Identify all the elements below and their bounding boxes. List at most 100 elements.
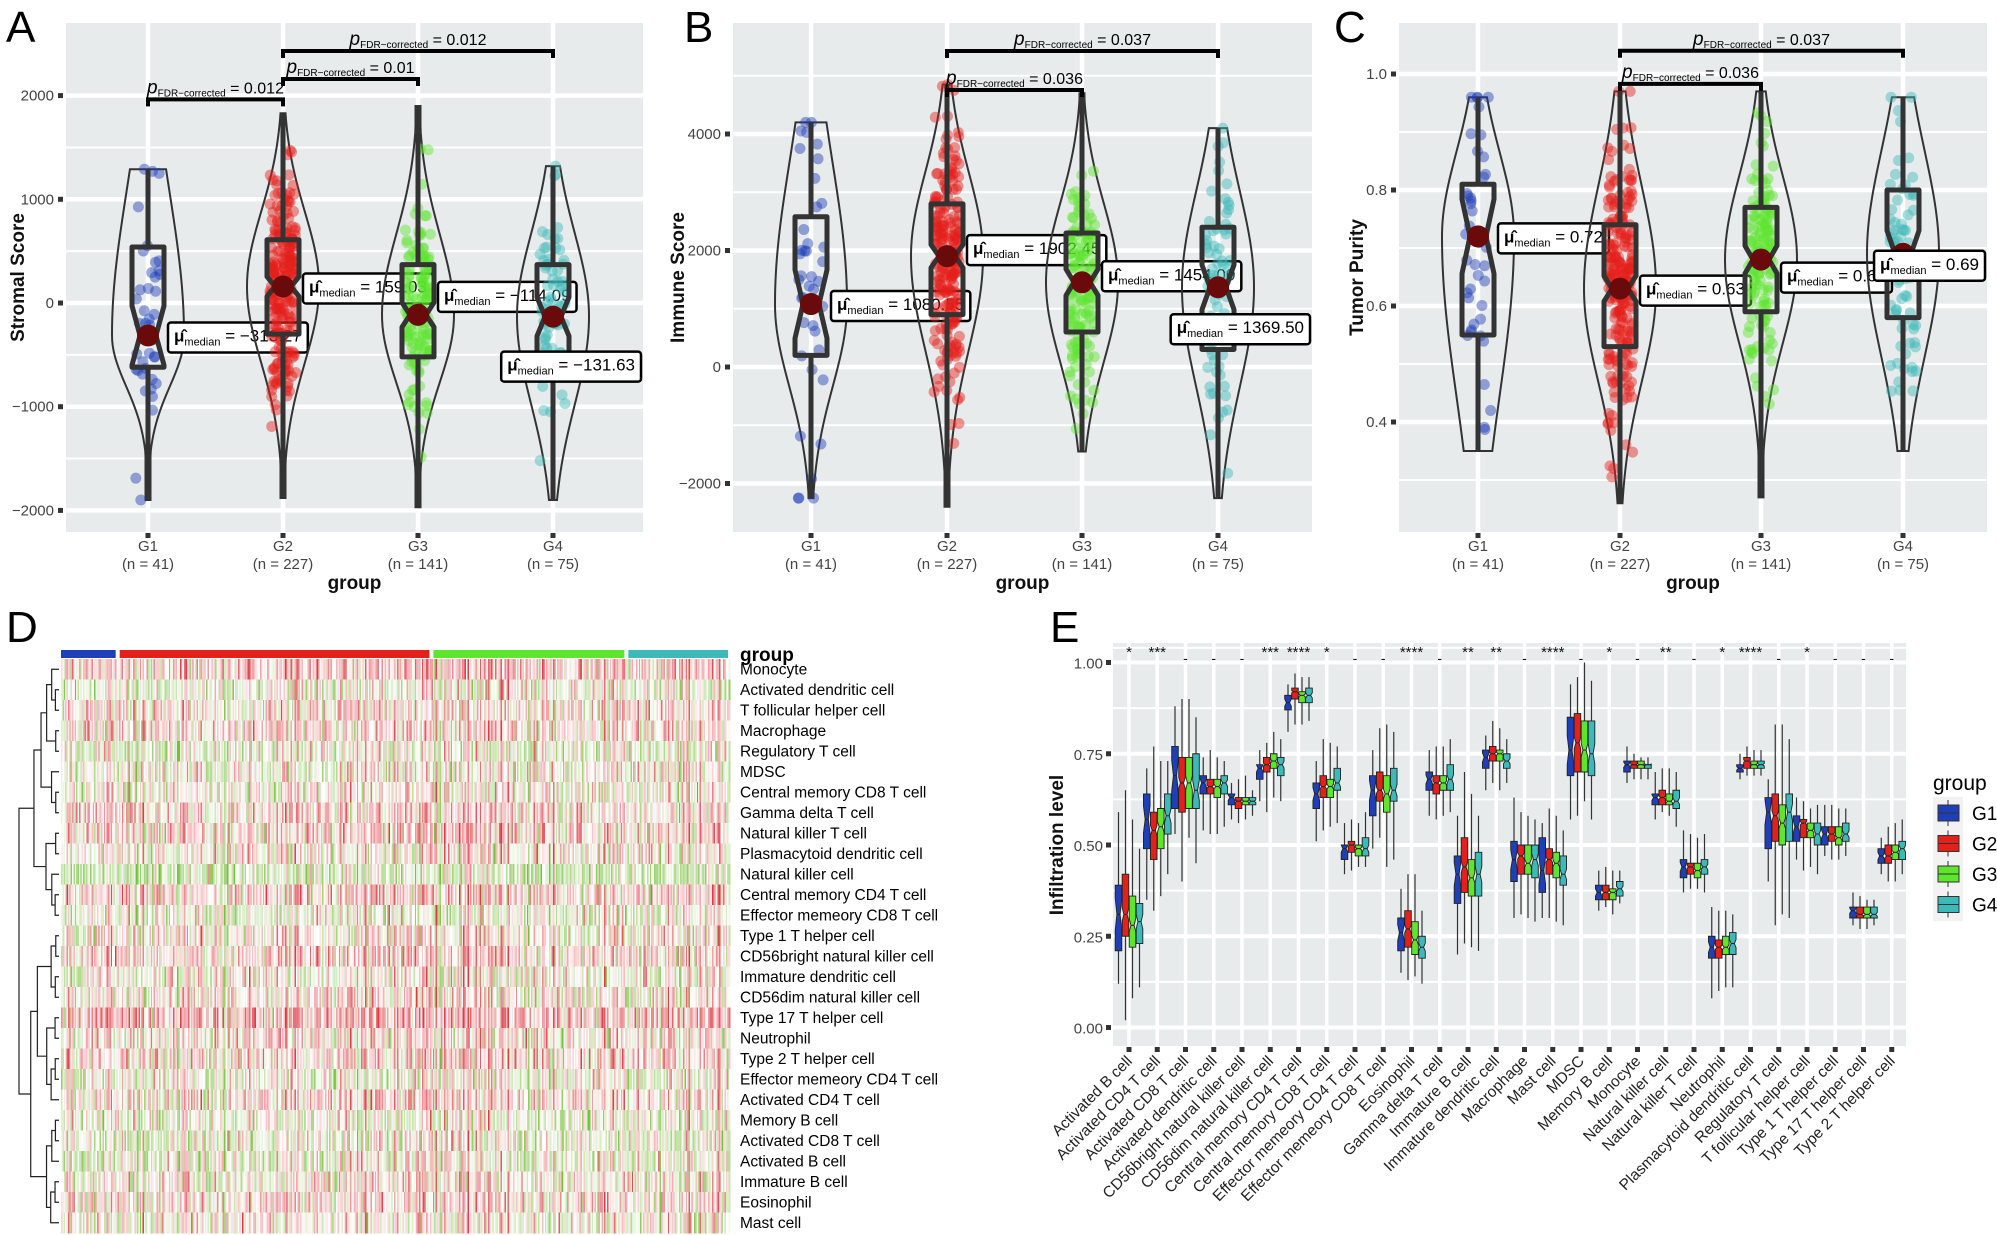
data-point <box>1626 175 1637 186</box>
data-point <box>267 174 278 185</box>
x-tick-n-label: (n = 75) <box>1877 556 1929 573</box>
y-axis-title: Tumor Purity <box>1347 219 1368 336</box>
y-axis-title: Stromal Score <box>8 213 29 342</box>
data-point <box>538 405 549 416</box>
group-annotation-g4 <box>628 650 728 658</box>
median-label: μ̂median = 0.72 <box>1498 223 1609 253</box>
data-point <box>266 421 277 432</box>
group-annotation-g2 <box>120 650 430 658</box>
median-point <box>407 304 429 326</box>
data-point <box>1890 169 1901 180</box>
x-tick-label: G1 <box>138 538 158 555</box>
x-tick-label: G4 <box>1893 538 1913 555</box>
data-point <box>1475 314 1486 325</box>
data-point <box>1747 344 1758 355</box>
data-point <box>1606 193 1617 204</box>
data-point <box>1479 260 1490 271</box>
data-point <box>1748 195 1759 206</box>
data-point <box>1743 327 1754 338</box>
data-point <box>271 404 282 415</box>
x-tick-n-label: (n = 75) <box>527 556 579 573</box>
data-point <box>1087 397 1098 408</box>
x-tick-n-label: (n = 141) <box>388 556 448 573</box>
data-point <box>1908 323 1919 334</box>
data-point <box>1626 196 1637 207</box>
data-point <box>1621 371 1632 382</box>
y-tick-mark <box>58 197 63 202</box>
panel-label-b: B <box>684 3 713 52</box>
y-tick-mark <box>58 301 63 306</box>
data-point <box>271 377 282 388</box>
data-point <box>948 438 959 449</box>
data-point <box>1624 143 1635 154</box>
x-tick-label: G2 <box>1610 538 1630 555</box>
y-tick-label: 0.6 <box>1366 298 1387 315</box>
median-point <box>272 276 294 298</box>
data-point <box>1623 381 1634 392</box>
data-point <box>1485 405 1496 416</box>
data-point <box>559 398 570 409</box>
group-annotation-g1 <box>61 650 116 658</box>
y-tick-mark <box>1391 72 1396 77</box>
y-tick-mark <box>725 365 730 370</box>
data-point <box>1764 398 1775 409</box>
data-point <box>139 305 150 316</box>
data-point <box>1479 276 1490 287</box>
data-point <box>1627 447 1638 458</box>
x-axis-title: group <box>996 573 1050 594</box>
data-point <box>266 214 277 225</box>
median-label: μ̂median = 0.69 <box>1874 251 1985 281</box>
data-point <box>1626 361 1637 372</box>
data-point <box>1611 306 1622 317</box>
x-tick-n-label: (n = 41) <box>122 556 174 573</box>
median-label: μ̂median = 1369.50 <box>1171 314 1310 344</box>
x-tick-label: G1 <box>1468 538 1488 555</box>
x-tick-label: G1 <box>801 538 821 555</box>
median-point <box>1467 225 1489 247</box>
data-point <box>1758 285 1769 296</box>
data-point <box>1608 378 1619 389</box>
data-point <box>400 225 411 236</box>
data-point <box>933 302 944 313</box>
data-point <box>818 374 829 385</box>
median-point <box>1071 271 1093 293</box>
heatmap-cell <box>729 700 731 721</box>
data-point <box>935 228 946 239</box>
data-point <box>1762 173 1773 184</box>
data-point <box>1746 173 1757 184</box>
y-tick-label: −2000 <box>12 502 54 519</box>
data-point <box>149 309 160 320</box>
data-point <box>954 346 965 357</box>
y-tick-mark <box>1391 188 1396 193</box>
data-point <box>1909 337 1920 348</box>
data-point <box>1910 366 1921 377</box>
heatmap-cell <box>729 721 731 742</box>
median-point <box>1207 276 1229 298</box>
y-tick-mark <box>725 248 730 253</box>
data-point <box>535 455 546 466</box>
data-point <box>130 473 141 484</box>
median-point <box>936 245 958 267</box>
data-point <box>815 439 826 450</box>
data-point <box>1766 355 1777 366</box>
data-point <box>1466 128 1477 139</box>
data-point <box>953 131 964 142</box>
x-tick-label: G3 <box>408 538 428 555</box>
data-point <box>1896 293 1907 304</box>
y-tick-mark <box>1391 304 1396 309</box>
x-tick-n-label: (n = 141) <box>1731 556 1791 573</box>
data-point <box>415 271 426 282</box>
median-point <box>1609 278 1631 300</box>
data-point <box>1907 385 1918 396</box>
data-point <box>1075 252 1086 263</box>
data-point <box>1084 208 1095 219</box>
data-point <box>945 230 956 241</box>
data-point <box>1610 330 1621 341</box>
y-tick-mark <box>1391 420 1396 425</box>
data-point <box>151 378 162 389</box>
data-point <box>422 292 433 303</box>
data-point <box>1906 92 1917 103</box>
data-point <box>421 397 432 408</box>
data-point <box>421 210 432 221</box>
panel-label-e: E <box>1050 603 1079 652</box>
